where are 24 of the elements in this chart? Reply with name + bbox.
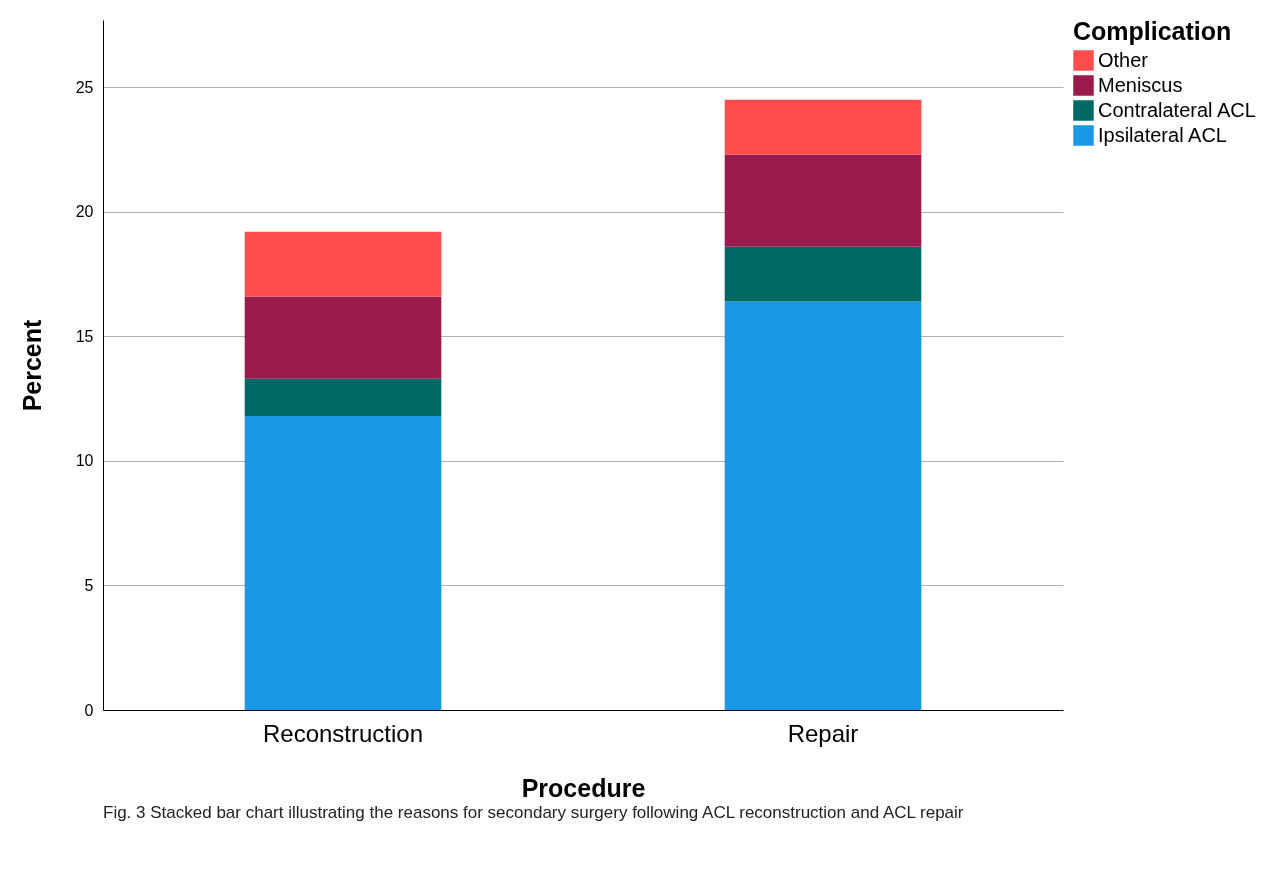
bar <box>244 296 442 379</box>
bar <box>244 378 442 417</box>
y-tick-label: 10 <box>75 452 94 470</box>
legend-title: Complication <box>1073 17 1232 45</box>
caption: Fig. 3 Stacked bar chart illustrating the reasons for secondary surgery following ACL reconstruction and ACL repair <box>103 803 964 822</box>
legend-label: Meniscus <box>1098 73 1183 96</box>
legend-label: Other <box>1098 48 1149 71</box>
y-tick-label: 0 <box>84 701 94 719</box>
legend-label: Ipsilateral ACL <box>1098 123 1227 146</box>
y-tick-label: 20 <box>75 203 94 221</box>
y-tick-label: 25 <box>75 78 94 96</box>
bar <box>724 154 922 247</box>
x-axis-title: Procedure <box>521 773 646 802</box>
y-tick-label: 5 <box>84 576 94 594</box>
bar <box>244 231 442 297</box>
bar <box>724 99 922 155</box>
y-tick-label: 15 <box>75 327 94 345</box>
bar <box>724 301 922 710</box>
bar <box>244 416 442 710</box>
legend-label: Contralateral ACL <box>1098 98 1256 121</box>
x-tick-label: Repair <box>787 719 859 747</box>
bar <box>724 246 922 302</box>
y-axis-title: Percent <box>17 318 46 412</box>
x-tick-label: Reconstruction <box>262 719 424 747</box>
